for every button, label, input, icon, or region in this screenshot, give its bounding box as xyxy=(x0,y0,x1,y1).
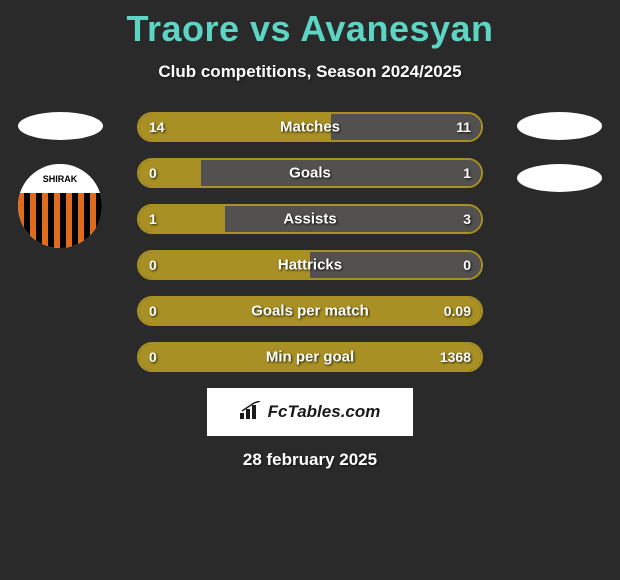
brand-text: FcTables.com xyxy=(268,402,381,422)
stat-value-right: 1 xyxy=(463,165,471,181)
brand-logo: FcTables.com xyxy=(207,388,413,436)
player-placeholder-icon xyxy=(517,112,602,140)
stat-bar: Matches 14 11 xyxy=(137,112,483,142)
stat-value-right: 1368 xyxy=(440,349,471,365)
player-placeholder-icon xyxy=(18,112,103,140)
vs-text: vs xyxy=(250,8,291,49)
stat-value-left: 14 xyxy=(149,119,165,135)
bar-fill-right xyxy=(201,160,481,186)
page-title: Traore vs Avanesyan xyxy=(0,0,620,50)
player1-name: Traore xyxy=(126,8,239,49)
stat-value-left: 0 xyxy=(149,257,157,273)
bar-fill-right xyxy=(225,206,482,232)
subtitle: Club competitions, Season 2024/2025 xyxy=(0,62,620,82)
right-badges-column xyxy=(517,112,602,216)
stat-value-left: 1 xyxy=(149,211,157,227)
stat-bar: Min per goal 0 1368 xyxy=(137,342,483,372)
club-badge-shirak xyxy=(18,164,102,248)
club-placeholder-icon xyxy=(517,164,602,192)
comparison-content: Matches1411Goals01Assists13Hattricks00Go… xyxy=(0,112,620,372)
stat-label: Assists xyxy=(283,211,336,228)
club-badge-stripes xyxy=(18,193,102,248)
stat-bar: Goals per match 0 0.09 xyxy=(137,296,483,326)
stat-label: Goals xyxy=(289,165,331,182)
stat-bar: Assists 1 3 xyxy=(137,204,483,234)
stat-label: Matches xyxy=(280,119,340,136)
stat-bar: Hattricks 0 0 xyxy=(137,250,483,280)
stat-value-left: 0 xyxy=(149,349,157,365)
stat-value-left: 0 xyxy=(149,303,157,319)
stat-bars-container: Matches1411Goals01Assists13Hattricks00Go… xyxy=(137,112,483,372)
left-badges-column xyxy=(18,112,103,248)
chart-icon xyxy=(240,401,262,424)
stat-label: Min per goal xyxy=(266,349,354,366)
stat-value-right: 3 xyxy=(463,211,471,227)
stat-bar: Goals 0 1 xyxy=(137,158,483,188)
footer-date: 28 february 2025 xyxy=(0,450,620,470)
player2-name: Avanesyan xyxy=(300,8,493,49)
stat-label: Goals per match xyxy=(251,303,369,320)
stat-value-right: 0.09 xyxy=(444,303,471,319)
stat-label: Hattricks xyxy=(278,257,342,274)
stat-value-left: 0 xyxy=(149,165,157,181)
stat-value-right: 0 xyxy=(463,257,471,273)
club-badge-top xyxy=(18,164,102,193)
stat-value-right: 11 xyxy=(456,119,471,135)
